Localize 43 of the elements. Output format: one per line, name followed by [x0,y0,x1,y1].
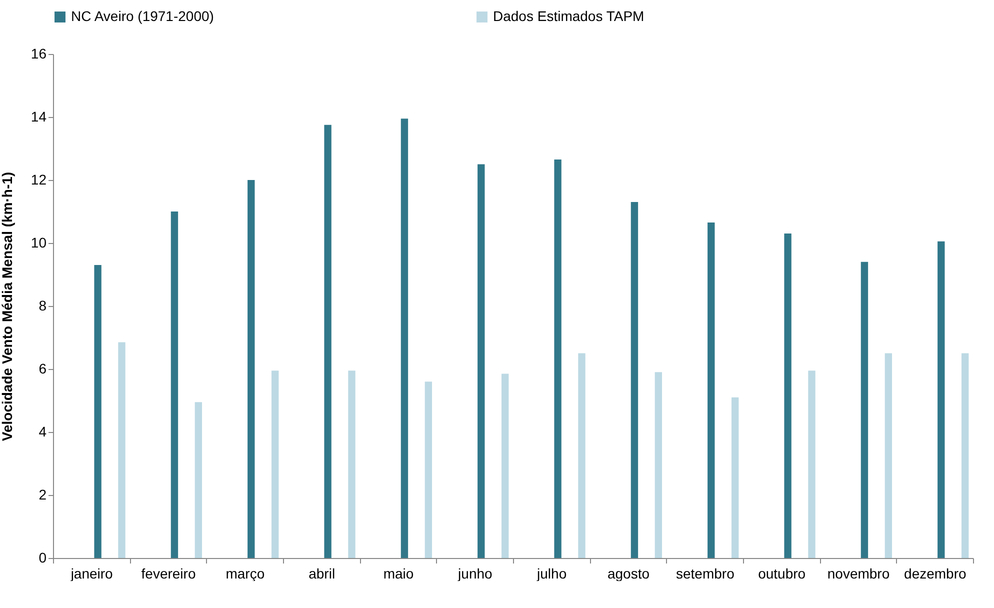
y-tick-label: 2 [38,486,47,502]
bar [502,374,509,558]
y-tick-label: 16 [30,46,47,62]
bar [272,370,279,558]
bar [478,164,485,558]
y-tick-label: 10 [30,234,47,250]
bar [348,370,356,558]
y-tick-label: 8 [38,298,47,314]
bar [94,265,102,558]
bar [554,160,562,558]
bar [248,180,255,558]
legend-label: Dados Estimados TAPM [493,8,644,24]
x-tick-label: maio [383,566,414,582]
x-tick-label: novembro [827,566,890,582]
bar [400,118,408,558]
bar [654,372,662,558]
x-tick-label: setembro [676,566,735,582]
legend-label: NC Aveiro (1971-2000) [71,8,214,24]
bar [808,370,816,558]
bar [884,353,892,558]
y-tick-label: 14 [30,108,47,124]
x-tick-label: abril [308,566,336,582]
y-tick-label: 0 [38,550,47,566]
bar [630,202,638,558]
x-tick-label: fevereiro [141,566,196,582]
bar [170,212,178,558]
y-tick-label: 4 [38,424,47,440]
x-tick-label: dezembro [904,566,967,582]
bar [962,353,969,558]
bar [784,234,792,558]
x-tick-label: outubro [758,566,806,582]
bar [708,222,715,558]
bar [860,262,868,558]
bar [324,124,332,558]
bar [938,241,945,558]
y-tick-label: 12 [30,172,47,188]
bar [732,397,739,558]
bar [578,353,586,558]
y-axis-title: Velocidade Vento Média Mensal (km·h-1) [0,172,15,442]
y-tick-label: 6 [38,360,47,376]
bar [118,342,126,558]
bar [194,402,202,558]
bar [424,382,432,558]
